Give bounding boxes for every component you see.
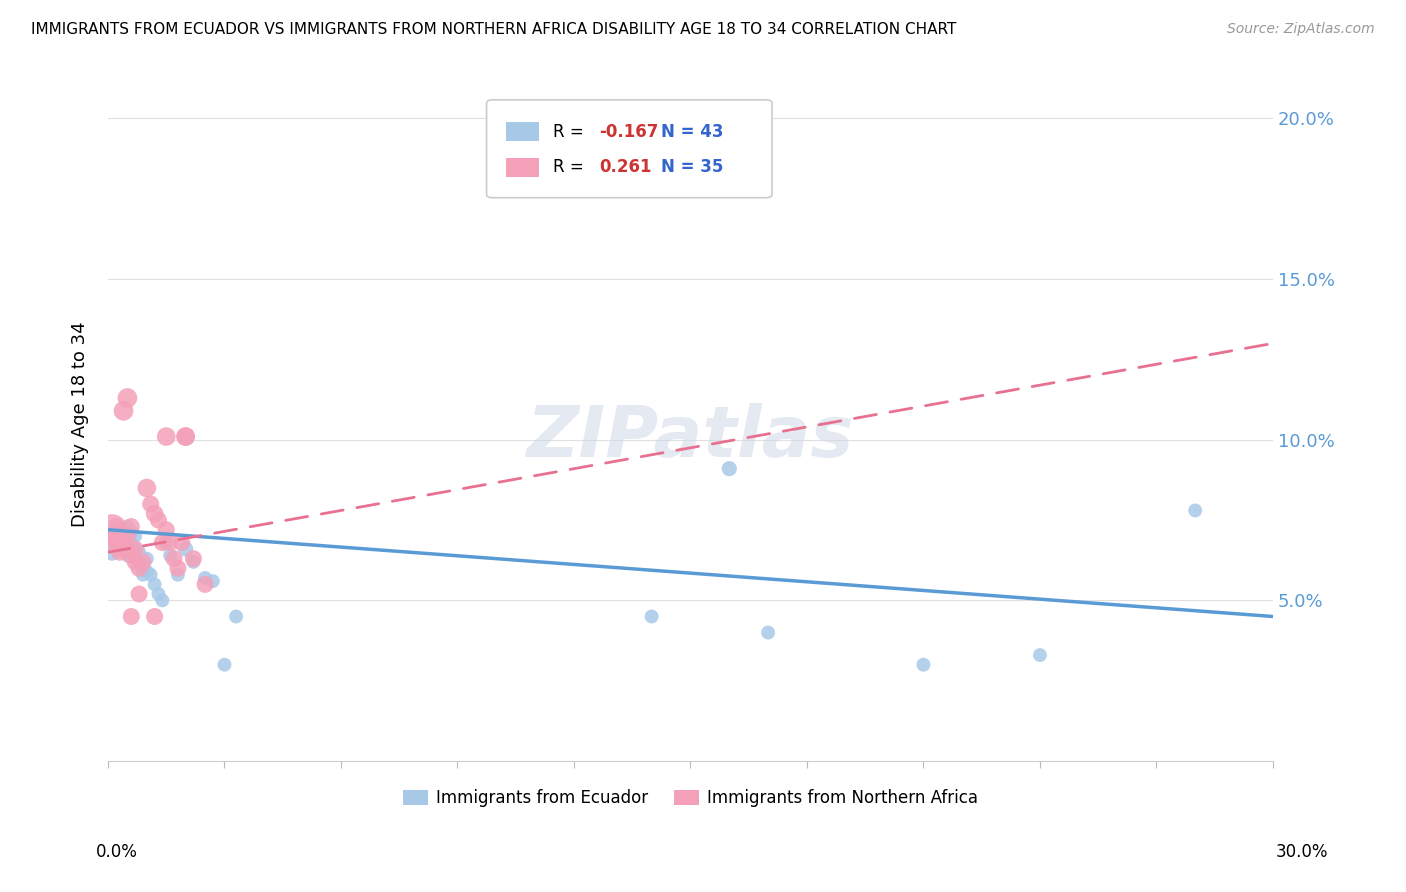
Point	[214, 657, 236, 672]
Point	[183, 551, 205, 566]
Point	[104, 525, 127, 540]
Point	[117, 549, 139, 563]
Point	[139, 567, 162, 582]
Point	[155, 535, 177, 549]
Point	[112, 541, 135, 556]
Point	[117, 539, 139, 553]
Point	[108, 529, 131, 543]
Point	[104, 519, 127, 533]
Text: R =: R =	[553, 158, 589, 177]
Point	[167, 567, 190, 582]
Point	[1029, 648, 1052, 662]
Point	[194, 577, 217, 591]
Point	[120, 609, 142, 624]
Point	[148, 513, 170, 527]
Y-axis label: Disability Age 18 to 34: Disability Age 18 to 34	[72, 321, 89, 526]
Point	[120, 535, 142, 549]
Point	[101, 535, 124, 549]
Point	[128, 545, 150, 559]
Point	[108, 535, 131, 549]
Point	[124, 529, 146, 543]
Legend: Immigrants from Ecuador, Immigrants from Northern Africa: Immigrants from Ecuador, Immigrants from…	[396, 782, 984, 814]
Point	[148, 587, 170, 601]
Point	[124, 551, 146, 566]
Point	[139, 497, 162, 511]
Point	[108, 545, 131, 559]
Bar	[506, 122, 538, 141]
Point	[120, 545, 142, 559]
Point	[108, 523, 131, 537]
Point	[124, 541, 146, 556]
Point	[640, 609, 662, 624]
Point	[117, 539, 139, 553]
Point	[155, 429, 177, 443]
Point	[104, 533, 127, 547]
Point	[135, 551, 157, 566]
Point	[120, 519, 142, 533]
Point	[101, 523, 124, 537]
Point	[150, 535, 173, 549]
Point	[104, 539, 127, 553]
Text: 30.0%: 30.0%	[1277, 843, 1329, 861]
Point	[143, 577, 166, 591]
Text: R =: R =	[553, 122, 589, 141]
Point	[163, 551, 186, 566]
Point	[128, 555, 150, 569]
Point	[167, 561, 190, 575]
Point	[117, 391, 139, 405]
Point	[159, 535, 181, 549]
Point	[132, 561, 155, 575]
Point	[174, 541, 197, 556]
Point	[117, 529, 139, 543]
Point	[135, 565, 157, 579]
Point	[718, 461, 741, 475]
Point	[112, 404, 135, 418]
Bar	[506, 158, 538, 177]
Point	[112, 541, 135, 556]
Point	[201, 574, 224, 589]
Point	[143, 507, 166, 521]
Text: N = 35: N = 35	[661, 158, 724, 177]
Point	[120, 525, 142, 540]
Point	[112, 533, 135, 547]
Point	[128, 561, 150, 575]
Point	[101, 533, 124, 547]
Point	[174, 429, 197, 443]
Point	[159, 549, 181, 563]
Text: -0.167: -0.167	[599, 122, 659, 141]
Text: 0.261: 0.261	[599, 158, 652, 177]
Point	[155, 523, 177, 537]
Point	[135, 481, 157, 495]
Point	[128, 587, 150, 601]
Point	[124, 541, 146, 556]
Point	[194, 571, 217, 585]
Point	[174, 429, 197, 443]
Text: Source: ZipAtlas.com: Source: ZipAtlas.com	[1227, 22, 1375, 37]
Point	[756, 625, 779, 640]
FancyBboxPatch shape	[486, 100, 772, 198]
Text: 0.0%: 0.0%	[96, 843, 138, 861]
Point	[120, 549, 142, 563]
Point	[143, 609, 166, 624]
Point	[170, 535, 193, 549]
Point	[225, 609, 247, 624]
Point	[108, 529, 131, 543]
Text: ZIPatlas: ZIPatlas	[527, 402, 853, 472]
Text: IMMIGRANTS FROM ECUADOR VS IMMIGRANTS FROM NORTHERN AFRICA DISABILITY AGE 18 TO : IMMIGRANTS FROM ECUADOR VS IMMIGRANTS FR…	[31, 22, 956, 37]
Text: N = 43: N = 43	[661, 122, 724, 141]
Point	[117, 519, 139, 533]
Point	[132, 567, 155, 582]
Point	[132, 555, 155, 569]
Point	[101, 545, 124, 559]
Point	[1184, 503, 1206, 517]
Point	[183, 555, 205, 569]
Point	[124, 555, 146, 569]
Point	[150, 593, 173, 607]
Point	[912, 657, 935, 672]
